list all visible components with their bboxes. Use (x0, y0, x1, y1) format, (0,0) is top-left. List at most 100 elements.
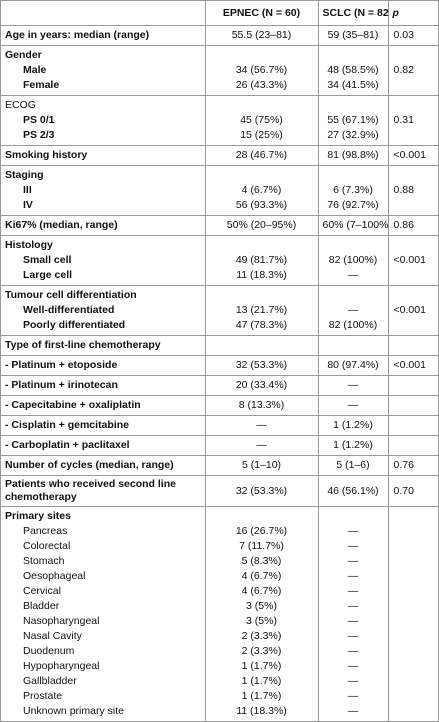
value-cell: 26 (43.3%) (204, 78, 318, 96)
value-cell: 5 (1–6) (317, 455, 388, 476)
empty-cell (387, 375, 438, 396)
value-cell: 20 (33.4%) (204, 375, 318, 396)
table-section: Type of first-line chemotherapy (1, 335, 438, 356)
section-title: Tumour cell differentiation (5, 289, 137, 301)
value-cell: 34 (41.5%) (317, 78, 388, 96)
value-cell: 80 (97.4%) (317, 355, 388, 376)
empty-cell (204, 285, 318, 303)
value-cell: 34 (56.7%) (204, 63, 318, 78)
value-cell: 48 (58.5%) (317, 63, 388, 78)
value-cell: 1 (1.7%) (204, 674, 318, 689)
table-row: Ki67% (median, range) 50% (20–95%) 60% (7–… (1, 215, 438, 236)
table-row: Number of cycles (median, range) 5 (1–10)… (1, 455, 438, 476)
empty-cell (387, 524, 438, 539)
table-row: IV 56 (93.3%) 76 (92.7%) (1, 198, 438, 216)
value-cell: 81 (98.8%) (317, 145, 388, 166)
empty-cell (387, 318, 438, 336)
value-cell: 46 (56.1%) (317, 475, 388, 507)
row-label: PS 2/3 (23, 129, 55, 141)
value-cell: 2 (3.3%) (204, 629, 318, 644)
value-cell: 82 (100%) (317, 318, 388, 336)
table-row: Male 34 (56.7%) 48 (58.5%) 0.82 (1, 63, 438, 78)
row-label: Hypopharyngeal (23, 660, 100, 672)
row-label: Bladder (23, 600, 60, 612)
row-label: Unknown primary site (23, 705, 124, 717)
value-cell: 5 (8.3%) (204, 554, 318, 569)
value-cell: — (317, 554, 388, 569)
value-cell: — (317, 268, 388, 286)
empty-cell (387, 165, 438, 183)
table-row: - Platinum + irinotecan 20 (33.4%) — (1, 375, 438, 396)
p-value: <0.001 (387, 355, 438, 376)
empty-cell (387, 554, 438, 569)
table-section: Primary sites Pancreas 16 (26.7%) — Colorect… (1, 506, 438, 721)
row-label: - Cisplatin + gemcitabine (5, 419, 129, 431)
p-value: <0.001 (387, 145, 438, 166)
empty-cell (317, 45, 388, 63)
table-row: Small cell 49 (81.7%) 82 (100%) <0.001 (1, 253, 438, 268)
empty-cell (387, 45, 438, 63)
row-label: Smoking history (5, 149, 88, 161)
row-label: Oesophageal (23, 570, 86, 582)
table-row: - Carboplatin + paclitaxel —1 (1.2%) (1, 435, 438, 456)
row-label: III (23, 184, 32, 196)
empty-cell (387, 285, 438, 303)
section-title-row: Tumour cell differentiation (1, 285, 438, 303)
table-section: Smoking history 28 (46.7%) 81 (98.8%) <0.00… (1, 145, 438, 166)
value-cell: 32 (53.3%) (204, 355, 318, 376)
section-title-row: Staging (1, 165, 438, 183)
value-cell: 8 (13.3%) (204, 395, 318, 416)
table-row: Smoking history 28 (46.7%) 81 (98.8%) <0.00… (1, 145, 438, 166)
row-label: Nasal Cavity (23, 630, 82, 642)
header-cell: SCLC (N = 82) (317, 1, 388, 26)
empty-cell (387, 506, 438, 524)
empty-cell (387, 435, 438, 456)
value-cell: — (317, 599, 388, 614)
empty-cell (387, 95, 438, 113)
row-label: Duodenum (23, 645, 75, 657)
section-title: Staging (5, 169, 44, 181)
value-cell: 7 (11.7%) (204, 539, 318, 554)
row-label: Female (23, 79, 60, 91)
table-row: PS 0/1 45 (75%) 55 (67.1%) 0.31 (1, 113, 438, 128)
table-row: Female 26 (43.3%) 34 (41.5%) (1, 78, 438, 96)
empty-cell (387, 235, 438, 253)
row-label: PS 0/1 (23, 114, 55, 126)
value-cell: 11 (18.3%) (204, 268, 318, 286)
table-row: Hypopharyngeal 1 (1.7%) — (1, 659, 438, 674)
table-row: Bladder 3 (5%) — (1, 599, 438, 614)
value-cell: 16 (26.7%) (204, 524, 318, 539)
empty-cell (204, 165, 318, 183)
section-title: Gender (5, 49, 42, 61)
section-title-row: ECOG (1, 95, 438, 113)
row-label: Well-differentiated (23, 304, 115, 316)
row-label: Stomach (23, 555, 65, 567)
header-cell (1, 1, 205, 26)
table-section: Age in years: median (range) 55.5 (23–81)… (1, 25, 438, 46)
section-title-row: Gender (1, 45, 438, 63)
value-cell: — (317, 395, 388, 416)
value-cell: — (317, 614, 388, 629)
value-cell: — (317, 375, 388, 396)
table-row: Well-differentiated 13 (21.7%) — <0.001 (1, 303, 438, 318)
value-cell: 4 (6.7%) (204, 183, 318, 198)
table-row: Cervical 4 (6.7%) — (1, 584, 438, 599)
value-cell: — (317, 674, 388, 689)
table-row: Patients who received second line chemot… (1, 475, 438, 507)
value-cell: — (317, 689, 388, 704)
row-label: Patients who received second line chemot… (5, 478, 176, 503)
table-section: Number of cycles (median, range) 5 (1–10)… (1, 455, 438, 476)
row-label: Ki67% (median, range) (5, 219, 118, 231)
value-cell: 15 (25%) (204, 128, 318, 146)
empty-cell (387, 415, 438, 436)
value-cell: 55 (67.1%) (317, 113, 388, 128)
row-label: Number of cycles (median, range) (5, 459, 174, 471)
empty-cell (204, 235, 318, 253)
row-label: Pancreas (23, 525, 68, 537)
value-cell: 60% (7–100%) (317, 215, 388, 236)
table-section: Staging III 4 (6.7%) 6 (7.3%) 0.88 IV 56 (93.3… (1, 165, 438, 216)
value-cell: — (317, 539, 388, 554)
value-cell: 6 (7.3%) (317, 183, 388, 198)
section-title: Primary sites (5, 510, 71, 522)
